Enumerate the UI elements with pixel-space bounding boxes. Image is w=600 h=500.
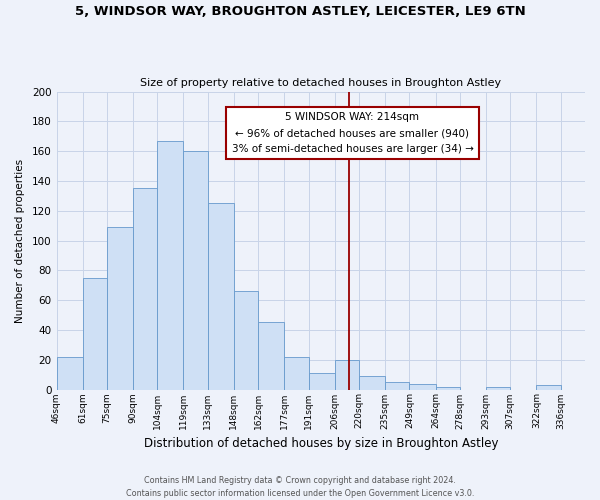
Text: Contains HM Land Registry data © Crown copyright and database right 2024.
Contai: Contains HM Land Registry data © Crown c… (126, 476, 474, 498)
Text: 5, WINDSOR WAY, BROUGHTON ASTLEY, LEICESTER, LE9 6TN: 5, WINDSOR WAY, BROUGHTON ASTLEY, LEICES… (74, 5, 526, 18)
Bar (308, 373, 335, 390)
Bar (409, 384, 436, 390)
Bar (208, 204, 234, 390)
Bar (536, 385, 560, 390)
Text: 5 WINDSOR WAY: 214sqm
← 96% of detached houses are smaller (940)
3% of semi-deta: 5 WINDSOR WAY: 214sqm ← 96% of detached … (232, 112, 473, 154)
Bar (486, 386, 510, 390)
Bar (133, 188, 157, 390)
Bar (83, 278, 107, 390)
Bar (436, 386, 460, 390)
Bar (184, 151, 208, 390)
Bar (359, 376, 385, 390)
Bar (234, 291, 258, 390)
Bar (335, 360, 359, 390)
Bar (284, 356, 308, 390)
Title: Size of property relative to detached houses in Broughton Astley: Size of property relative to detached ho… (140, 78, 502, 88)
Bar (157, 140, 184, 390)
Bar (385, 382, 409, 390)
Bar (258, 322, 284, 390)
Bar (56, 356, 83, 390)
Y-axis label: Number of detached properties: Number of detached properties (15, 158, 25, 322)
X-axis label: Distribution of detached houses by size in Broughton Astley: Distribution of detached houses by size … (143, 437, 498, 450)
Bar (107, 227, 133, 390)
